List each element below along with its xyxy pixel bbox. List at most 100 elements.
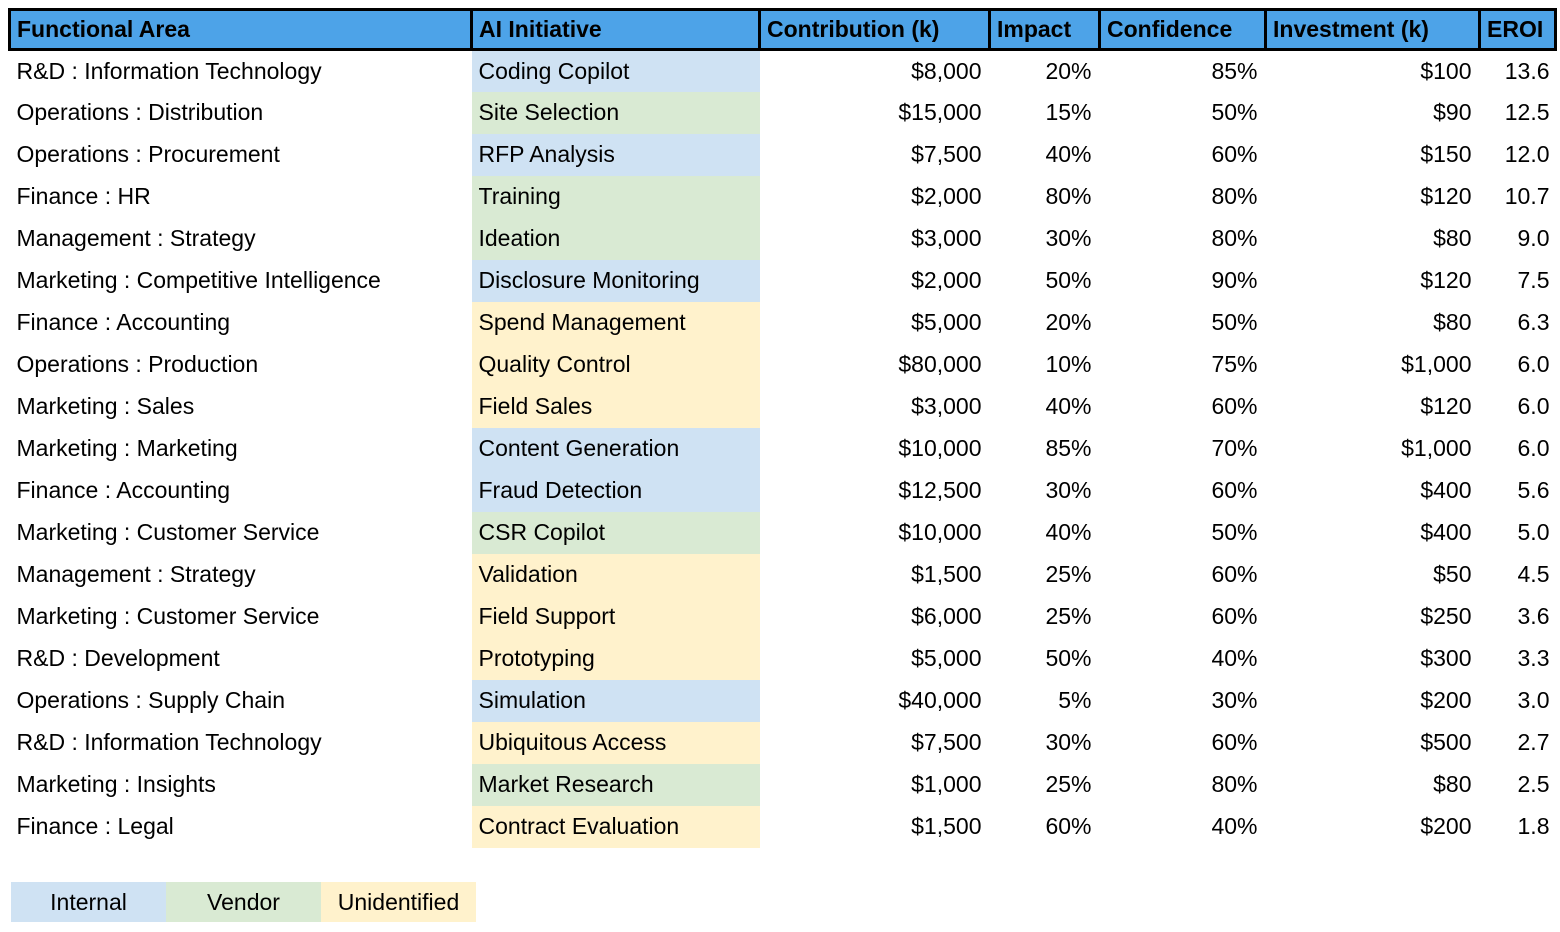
contribution-cell: $12,500 <box>898 477 982 503</box>
initiative-cell: Coding Copilot <box>471 49 760 92</box>
table-row: Marketing : Customer Service Field Suppor… <box>10 595 1556 638</box>
confidence-cell: 60% <box>1211 141 1258 167</box>
investment-cell: $120 <box>1420 393 1472 419</box>
impact-cell: 40% <box>1045 141 1092 167</box>
impact-cell: 20% <box>1045 57 1092 84</box>
eroi-cell: 1.8 <box>1517 813 1550 839</box>
initiative-cell: Contract Evaluation <box>471 805 760 848</box>
table-row: Finance : Accounting Fraud Detection $12,5… <box>10 469 1556 512</box>
confidence-cell: 50% <box>1211 309 1258 335</box>
header-row: Functional Area AI Initiative Contributi… <box>8 8 1557 51</box>
investment-cell: $120 <box>1420 267 1472 293</box>
initiative-cell: CSR Copilot <box>471 511 760 554</box>
initiative-cell: RFP Analysis <box>471 133 760 176</box>
impact-cell: 25% <box>1045 561 1092 587</box>
confidence-cell: 90% <box>1211 267 1258 293</box>
table-row: Operations : Procurement RFP Analysis $7,5… <box>10 133 1556 176</box>
contribution-cell: $8,000 <box>911 57 982 84</box>
initiative-cell: Market Research <box>471 763 760 806</box>
impact-cell: 50% <box>1045 267 1092 293</box>
initiative-cell: Field Support <box>471 595 760 638</box>
table-row: Operations : Production Quality Control $8… <box>10 343 1556 386</box>
contribution-cell: $2,000 <box>911 183 982 209</box>
table-row: Finance : Legal Contract Evaluation $1,500… <box>10 805 1556 848</box>
confidence-cell: 75% <box>1211 351 1258 377</box>
table-row: Marketing : Competitive Intelligence Disc… <box>10 259 1556 302</box>
contribution-cell: $3,000 <box>911 393 982 419</box>
impact-cell: 25% <box>1045 603 1092 629</box>
impact-cell: 5% <box>1058 687 1092 713</box>
initiative-cell: Disclosure Monitoring <box>471 259 760 302</box>
functional-area-cell: Finance : HR <box>16 183 151 209</box>
eroi-cell: 3.3 <box>1517 645 1550 671</box>
eroi-cell: 10.7 <box>1504 183 1550 209</box>
impact-cell: 25% <box>1045 771 1092 797</box>
table-row: Finance : HR Training $2,000 80% 80% $120 10.7 <box>10 175 1556 218</box>
initiative-cell: Ideation <box>471 217 760 260</box>
impact-cell: 15% <box>1045 99 1092 125</box>
column-header-contribution: Contribution (k) <box>758 8 991 51</box>
initiative-cell: Validation <box>471 553 760 596</box>
table-row: Marketing : Marketing Content Generation $… <box>10 427 1556 470</box>
table-row: R&D : Development Prototyping $5,000 50% 40%… <box>10 637 1556 680</box>
investment-cell: $400 <box>1420 519 1472 545</box>
initiative-cell: Content Generation <box>471 427 760 470</box>
eroi-cell: 3.6 <box>1517 603 1550 629</box>
eroi-cell: 6.0 <box>1517 393 1550 419</box>
contribution-cell: $15,000 <box>898 99 982 125</box>
table-row: Finance : Accounting Spend Management $5,0… <box>10 301 1556 344</box>
eroi-cell: 6.3 <box>1517 309 1550 335</box>
initiative-cell: Field Sales <box>471 385 760 428</box>
confidence-cell: 60% <box>1211 393 1258 419</box>
investment-cell: $80 <box>1433 309 1472 335</box>
functional-area-cell: Management : Strategy <box>16 561 256 587</box>
initiative-cell: Site Selection <box>471 91 760 134</box>
table-row: Operations : Distribution Site Selection $… <box>10 91 1556 134</box>
confidence-cell: 30% <box>1211 687 1258 713</box>
contribution-cell: $2,000 <box>911 267 982 293</box>
eroi-cell: 9.0 <box>1517 225 1550 251</box>
legend-item-internal: Internal <box>11 881 166 922</box>
initiative-cell: Quality Control <box>471 343 760 386</box>
investment-cell: $80 <box>1433 225 1472 251</box>
column-header-ai-initiative: AI Initiative <box>470 8 761 51</box>
eroi-cell: 5.0 <box>1517 519 1550 545</box>
column-header-impact: Impact <box>988 8 1101 51</box>
functional-area-cell: Finance : Accounting <box>16 309 231 335</box>
column-header-confidence: Confidence <box>1098 8 1267 51</box>
investment-cell: $200 <box>1420 813 1472 839</box>
contribution-cell: $3,000 <box>911 225 982 251</box>
confidence-cell: 60% <box>1211 477 1258 503</box>
ai-initiatives-table: Functional Area AI Initiative Contributi… <box>8 8 1557 848</box>
confidence-cell: 60% <box>1211 603 1258 629</box>
impact-cell: 80% <box>1045 183 1092 209</box>
functional-area-cell: Operations : Distribution <box>16 99 264 125</box>
investment-cell: $400 <box>1420 477 1472 503</box>
initiative-cell: Prototyping <box>471 637 760 680</box>
confidence-cell: 80% <box>1211 771 1258 797</box>
table-row: Management : Strategy Validation $1,500 25%… <box>10 553 1556 596</box>
functional-area-cell: Operations : Production <box>16 351 259 377</box>
functional-area-cell: Marketing : Customer Service <box>16 519 320 545</box>
impact-cell: 40% <box>1045 519 1092 545</box>
functional-area-cell: Marketing : Marketing <box>16 435 238 461</box>
eroi-cell: 6.0 <box>1517 351 1550 377</box>
contribution-cell: $10,000 <box>898 519 982 545</box>
functional-area-cell: Marketing : Insights <box>16 771 216 797</box>
eroi-cell: 5.6 <box>1517 477 1550 503</box>
legend: Internal Vendor Unidentified <box>11 881 1557 922</box>
table-row: R&D : Information Technology Coding Copil… <box>10 49 1556 92</box>
functional-area-cell: Marketing : Customer Service <box>16 603 320 629</box>
eroi-cell: 6.0 <box>1517 435 1550 461</box>
table-row: Marketing : Sales Field Sales $3,000 40% 60%… <box>10 385 1556 428</box>
eroi-cell: 12.5 <box>1504 99 1550 125</box>
eroi-cell: 4.5 <box>1517 561 1550 587</box>
column-header-investment: Investment (k) <box>1264 8 1481 51</box>
table-row: Management : Strategy Ideation $3,000 30% 80… <box>10 217 1556 260</box>
confidence-cell: 60% <box>1211 561 1258 587</box>
impact-cell: 10% <box>1045 351 1092 377</box>
contribution-cell: $5,000 <box>911 645 982 671</box>
confidence-cell: 70% <box>1211 435 1258 461</box>
legend-item-vendor: Vendor <box>166 881 321 922</box>
functional-area-cell: Finance : Accounting <box>16 477 231 503</box>
